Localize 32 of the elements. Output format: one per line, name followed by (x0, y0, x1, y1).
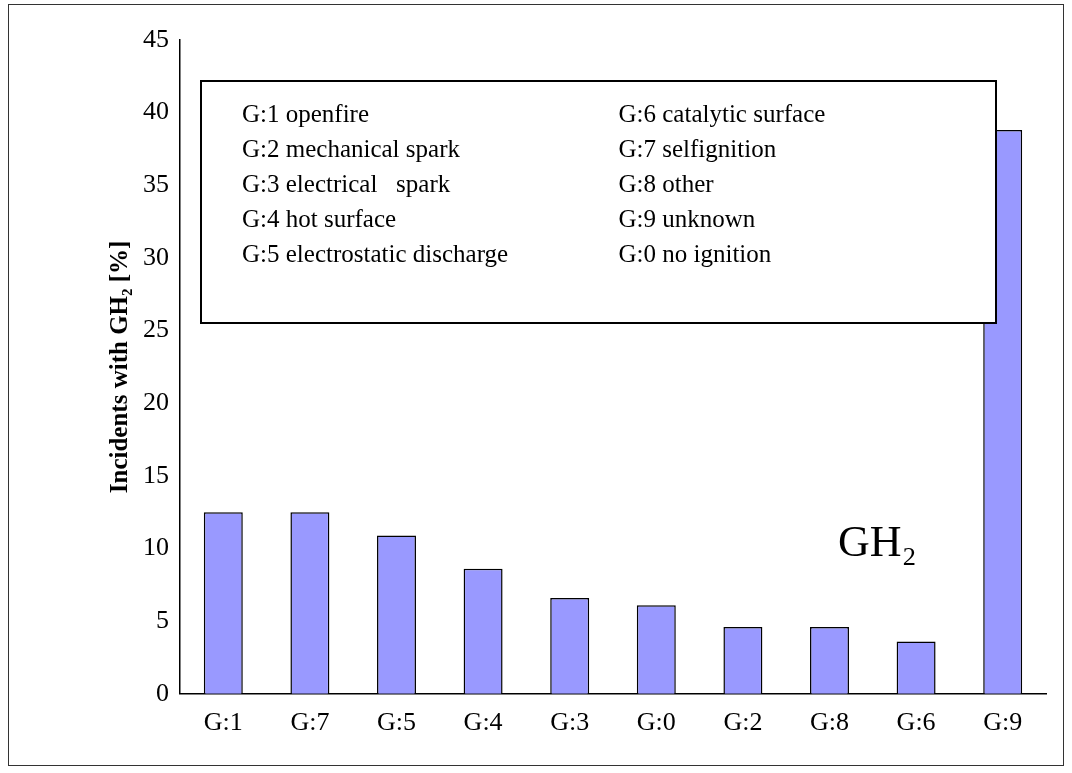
y-tick-label: 35 (143, 169, 169, 199)
annotation: G:6 catalytic surface (618, 99, 827, 129)
annotation: GH₂ (838, 516, 917, 567)
x-tick-label: G:4 (463, 707, 503, 737)
x-tick-label: G:7 (290, 707, 330, 737)
y-tick-label: 45 (143, 23, 169, 53)
x-tick-label: G:1 (203, 707, 243, 737)
annotation: G:8 other (618, 169, 715, 199)
y-tick-label: 40 (143, 96, 169, 126)
annotation: G:7 selfignition (618, 134, 778, 164)
x-tick-label: G:2 (723, 707, 763, 737)
x-tick-label: G:9 (983, 707, 1023, 737)
annotation: G:0 no ignition (618, 239, 773, 269)
annotation: G:2 mechanical spark (242, 134, 461, 164)
annotation: G:4 hot surface (242, 204, 398, 234)
annotation: G:5 electrostatic discharge (242, 239, 510, 269)
annotation: G:1 openfire (242, 99, 371, 129)
y-tick-label: 0 (156, 677, 169, 707)
x-tick-label: G:3 (550, 707, 590, 737)
y-axis-title: Incidents with GH₂ [%] (105, 240, 133, 494)
y-tick-label: 20 (143, 387, 169, 417)
y-tick-label: 10 (143, 532, 169, 562)
y-tick-label: 15 (143, 459, 169, 489)
y-tick-label: 30 (143, 241, 169, 271)
x-tick-label: G:8 (810, 707, 849, 737)
x-tick-label: G:5 (377, 707, 416, 737)
annotation: G:9 unknown (618, 204, 757, 234)
x-tick-label: G:0 (636, 707, 676, 737)
y-tick-label: 25 (143, 314, 169, 344)
y-tick-label: 5 (156, 604, 169, 634)
x-tick-label: G:6 (896, 707, 936, 737)
annotation: G:3 electrical spark (242, 169, 452, 199)
